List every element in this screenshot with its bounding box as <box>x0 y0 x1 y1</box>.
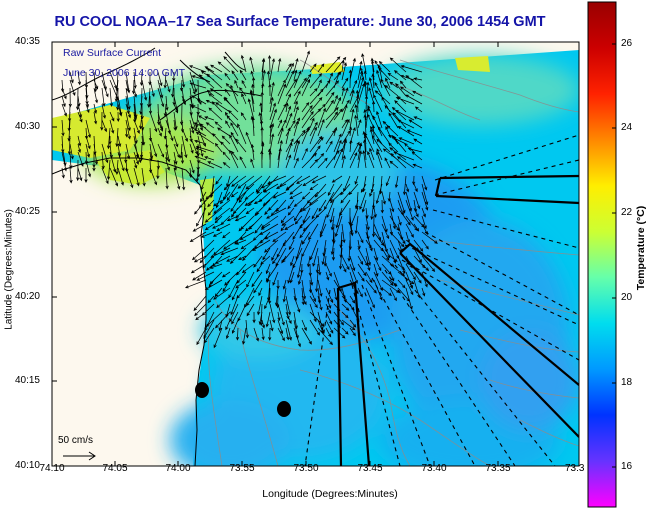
x-tick-label: 73:3 <box>565 463 585 474</box>
x-tick-label: 74:00 <box>165 463 191 474</box>
colorbar-label: Temperature (°C) <box>635 205 647 291</box>
colorbar-tick-label: 24 <box>621 122 633 133</box>
colorbar <box>587 1 617 508</box>
y-tick-label: 40:35 <box>14 36 40 47</box>
sampling-lines <box>304 134 579 466</box>
axis-ticks <box>52 41 499 467</box>
figure-title: RU COOL NOAA–17 Sea Surface Temperature:… <box>54 14 546 30</box>
x-tick-label: 73:35 <box>485 463 511 474</box>
colorbar-tick-label: 16 <box>621 461 633 472</box>
station-marker-south <box>277 401 291 417</box>
x-tick-label: 73:55 <box>229 463 255 474</box>
y-tick-label: 40:25 <box>14 206 40 217</box>
y-axis-label: Latitude (Degrees:Minutes) <box>3 209 15 330</box>
colorbar-tick-label: 20 <box>621 292 633 303</box>
x-tick-label: 74:05 <box>102 463 128 474</box>
x-tick-label: 73:40 <box>421 463 447 474</box>
x-tick-label: 74:10 <box>39 463 65 474</box>
sst-map <box>51 41 580 467</box>
y-tick-label: 40:15 <box>14 375 40 386</box>
legend-line-1: Raw Surface Current <box>63 47 162 59</box>
scale-arrow <box>63 451 96 461</box>
station-marker-north <box>195 382 209 398</box>
current-vectors <box>60 50 438 349</box>
y-tick-label: 40:30 <box>14 121 40 132</box>
colorbar-tick-label: 22 <box>621 207 633 218</box>
colorbar-tick-label: 26 <box>621 38 633 49</box>
scale-vector-label: 50 cm/s <box>58 435 94 446</box>
coastline <box>52 47 263 466</box>
colorbar-gradient <box>587 1 617 508</box>
current-vector-arrows <box>60 50 438 349</box>
x-axis-label: Longitude (Degrees:Minutes) <box>262 488 398 500</box>
x-tick-label: 73:45 <box>357 463 383 474</box>
colorbar-ticks <box>612 43 616 468</box>
y-tick-label: 40:20 <box>14 291 40 302</box>
y-tick-label: 40:10 <box>14 460 40 471</box>
colorbar-tick-label: 18 <box>621 377 633 388</box>
legend-line-2: June 30, 2006 14:00 GMT <box>63 67 185 79</box>
plot-frame <box>51 41 580 467</box>
x-tick-label: 73:50 <box>293 463 319 474</box>
